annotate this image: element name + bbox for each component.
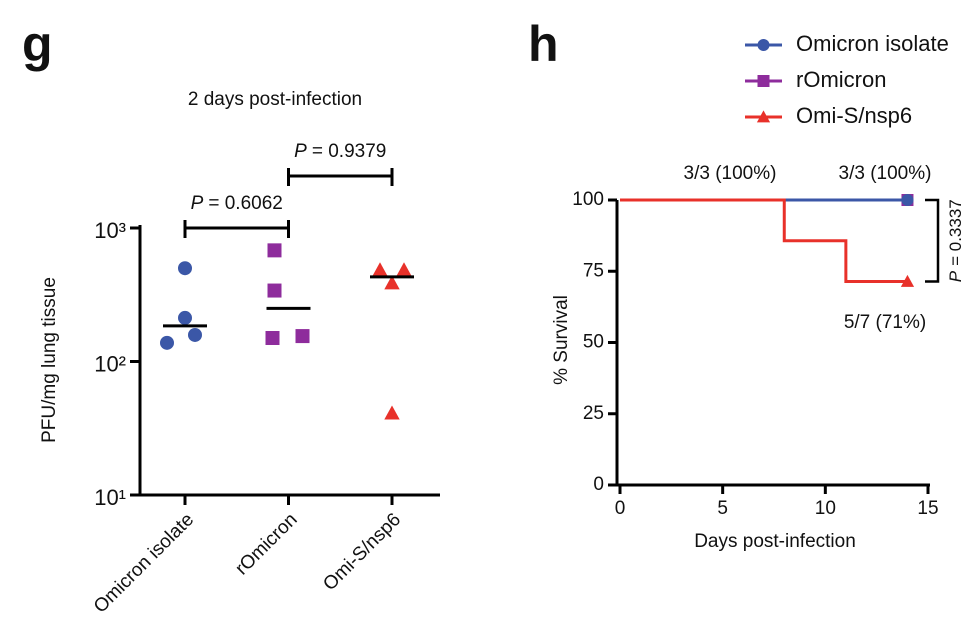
comparison-bracket <box>183 220 290 238</box>
p-symbol: P <box>294 141 307 162</box>
comparison-bracket <box>925 198 940 283</box>
x-tick-label: 5 <box>717 498 728 519</box>
y-tick-label: 10² <box>94 351 126 376</box>
x-axis-label: Days post-infection <box>694 531 856 552</box>
chart-title: 2 days post-infection <box>188 89 362 110</box>
data-point <box>160 335 174 350</box>
legend-label: rOmicron <box>796 67 886 92</box>
p-value: P = 0.3337 <box>946 199 965 282</box>
p-symbol: P <box>946 270 965 282</box>
data-point <box>295 329 310 344</box>
x-tick-label: Omi-S/nsp6 <box>319 509 405 595</box>
data-point <box>267 243 282 258</box>
data-point <box>265 330 280 345</box>
end-marker <box>901 194 914 206</box>
y-tick-label: 25 <box>583 403 604 424</box>
p-symbol: P <box>191 193 204 214</box>
y-axis-label: % Survival <box>551 295 572 385</box>
p-value: P = 0.6062 <box>191 193 283 214</box>
y-tick-label: 0 <box>593 474 604 495</box>
data-point <box>384 405 400 420</box>
legend-marker <box>757 39 770 51</box>
axis <box>615 200 930 487</box>
data-point <box>178 310 192 325</box>
legend-marker <box>757 75 770 87</box>
survival-line <box>620 198 908 284</box>
p-text: = 0.6062 <box>208 193 283 214</box>
annotation: 5/7 (71%) <box>844 312 926 333</box>
panel-label: g <box>22 16 53 72</box>
y-axis-label: PFU/mg lung tissue <box>39 277 60 443</box>
y-tick-label: 75 <box>583 260 604 281</box>
data-point <box>188 327 202 342</box>
data-point <box>372 262 388 277</box>
x-tick-label: Omicron isolate <box>90 509 198 617</box>
p-value: P = 0.9379 <box>294 141 386 162</box>
y-tick-label: 50 <box>583 332 604 353</box>
x-tick-label: 0 <box>615 498 626 519</box>
data-point <box>396 262 412 277</box>
x-tick-label: 15 <box>917 498 938 519</box>
y-tick-label: 100 <box>572 189 604 210</box>
x-tick-label: rOmicron <box>231 509 301 579</box>
annotation: 3/3 (100%) <box>684 163 777 184</box>
p-text: = 0.3337 <box>946 199 965 266</box>
panel-label: h <box>528 16 559 72</box>
comparison-bracket <box>287 168 394 186</box>
data-point <box>178 261 192 276</box>
p-text: = 0.9379 <box>312 141 387 162</box>
y-tick-label: 10³ <box>94 218 126 243</box>
legend-marker <box>756 110 771 123</box>
data-point <box>267 283 282 298</box>
data-point <box>384 275 400 290</box>
annotation: 3/3 (100%) <box>839 163 932 184</box>
legend-label: Omi-S/nsp6 <box>796 103 912 128</box>
legend-label: Omicron isolate <box>796 31 949 56</box>
x-tick-label: 10 <box>815 498 836 519</box>
y-tick-label: 10¹ <box>94 485 126 510</box>
end-marker <box>900 274 915 287</box>
